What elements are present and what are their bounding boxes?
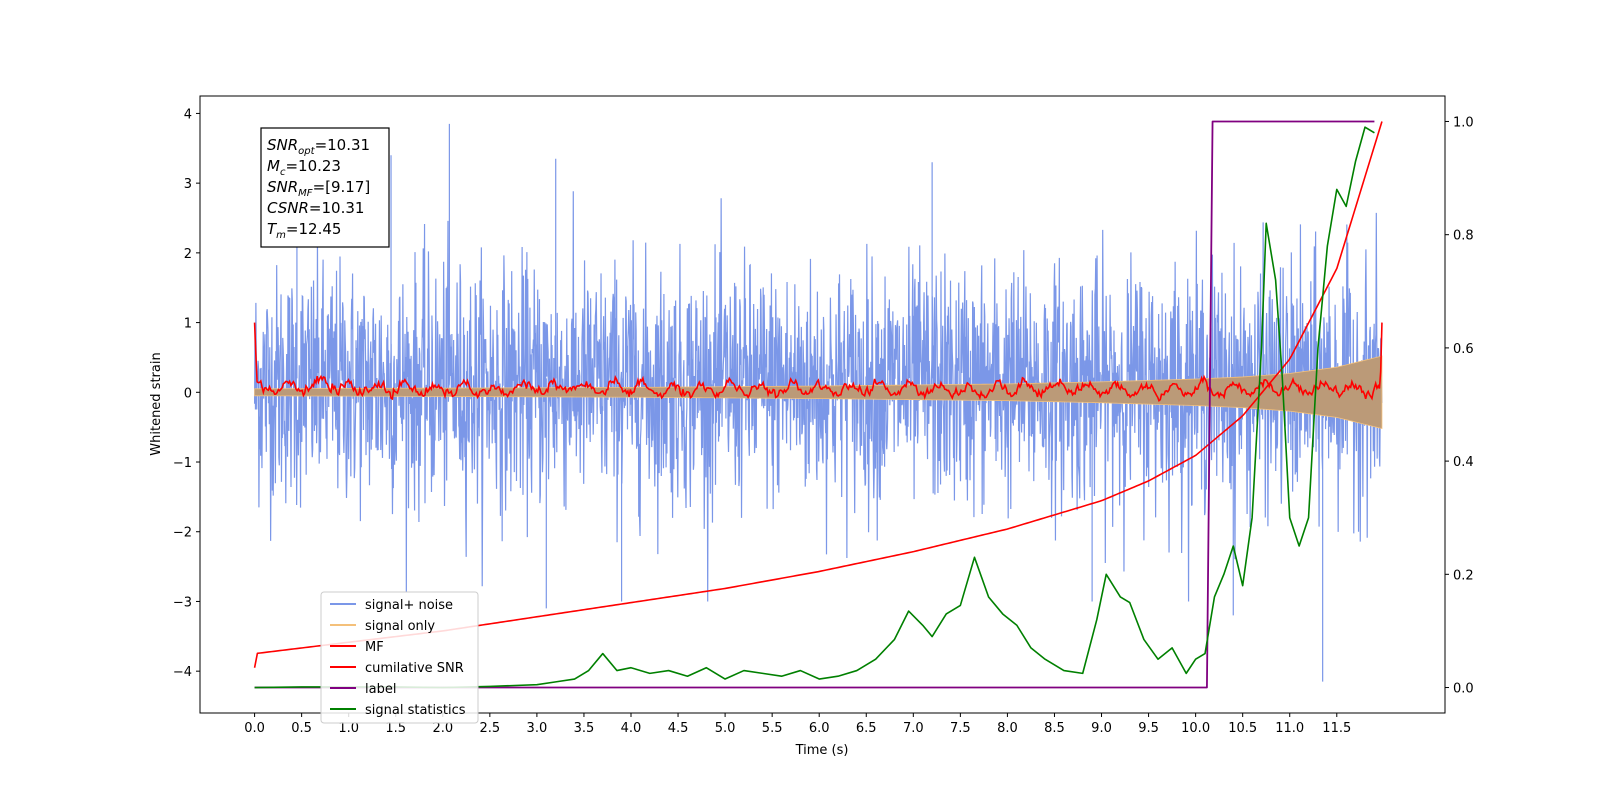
x-tick-label: 10.0 [1181, 721, 1210, 736]
x-tick-label: 4.0 [621, 721, 642, 736]
legend-frame [320, 591, 479, 724]
legend: signal+ noise signal only MF cumilative SNR… [320, 591, 479, 724]
legend-entry: cumilative SNR [365, 661, 464, 676]
x-tick-label: 10.5 [1228, 721, 1257, 736]
series-label-line [254, 120, 1375, 689]
y-tick-label: 3 [184, 177, 192, 192]
annotation-frame [260, 127, 390, 248]
legend-entry: MF [365, 640, 384, 655]
legend-entry: signal+ noise [365, 598, 453, 613]
x-tick-label: 9.0 [1091, 721, 1112, 736]
y-tick-label: 2 [184, 247, 192, 262]
x-tick-label: 0.5 [291, 721, 312, 736]
axis-ticks: 0.0 0.5 1.0 1.5 2.0 2.5 3.0 3.5 4.0 4.5 5.0 5.5 6.0 6… [173, 107, 1474, 736]
x-tick-label: 6.0 [809, 721, 830, 736]
series-mf-line [253, 322, 1383, 402]
y-tick-label: −3 [173, 595, 192, 610]
x-tick-label: 8.0 [997, 721, 1018, 736]
x-tick-label: 3.5 [574, 721, 595, 736]
x-tick-label: 4.5 [668, 721, 689, 736]
annotation-line: Tm=12.45 [267, 220, 341, 241]
y-axis-label: Whitened strain [149, 352, 164, 455]
y-tick-label: −2 [173, 526, 192, 541]
x-tick-label: 5.5 [762, 721, 783, 736]
x-tick-label: 3.0 [527, 721, 548, 736]
annotation-line: Mc=10.23 [267, 157, 341, 178]
x-tick-label: 7.0 [903, 721, 924, 736]
y2-tick-label: 0.0 [1453, 682, 1474, 697]
x-tick-label: 2.0 [432, 721, 453, 736]
legend-entry: signal only [365, 619, 435, 634]
x-axis-label: Time (s) [795, 743, 849, 758]
legend-entry: label [365, 682, 396, 697]
x-tick-label: 7.5 [950, 721, 971, 736]
x-tick-label: 9.5 [1138, 721, 1159, 736]
legend-entry: signal statistics [365, 703, 466, 718]
x-tick-label: 1.5 [385, 721, 406, 736]
annotation-line: SNRopt=10.31 [267, 136, 370, 157]
series-signal-statistics-line [254, 126, 1375, 689]
y2-tick-label: 0.2 [1453, 568, 1474, 583]
annotation-line: CSNR=10.31 [267, 199, 364, 217]
y2-tick-label: 1.0 [1453, 115, 1474, 130]
y2-tick-label: 0.8 [1453, 229, 1474, 244]
series-signal-only-band [254, 355, 1383, 430]
annotation-line: SNRMF=[9.17] [267, 178, 370, 199]
annotation-box: SNRopt=10.31Mc=10.23SNRMF=[9.17]CSNR=10.… [260, 127, 390, 248]
y2-tick-label: 0.4 [1453, 455, 1474, 470]
y-tick-label: 1 [184, 317, 192, 332]
x-tick-label: 0.0 [244, 721, 265, 736]
y-tick-label: −4 [173, 665, 192, 680]
x-tick-label: 11.0 [1275, 721, 1304, 736]
x-tick-label: 2.5 [479, 721, 500, 736]
y-tick-label: 0 [184, 386, 192, 401]
x-tick-label: 8.5 [1044, 721, 1065, 736]
x-tick-label: 6.5 [856, 721, 877, 736]
x-tick-label: 11.5 [1322, 721, 1351, 736]
axes-frame [199, 95, 1446, 714]
x-tick-label: 1.0 [338, 721, 359, 736]
y-tick-label: 4 [184, 107, 192, 122]
y2-tick-label: 0.6 [1453, 342, 1474, 357]
x-tick-label: 5.0 [715, 721, 736, 736]
y-tick-label: −1 [173, 456, 192, 471]
